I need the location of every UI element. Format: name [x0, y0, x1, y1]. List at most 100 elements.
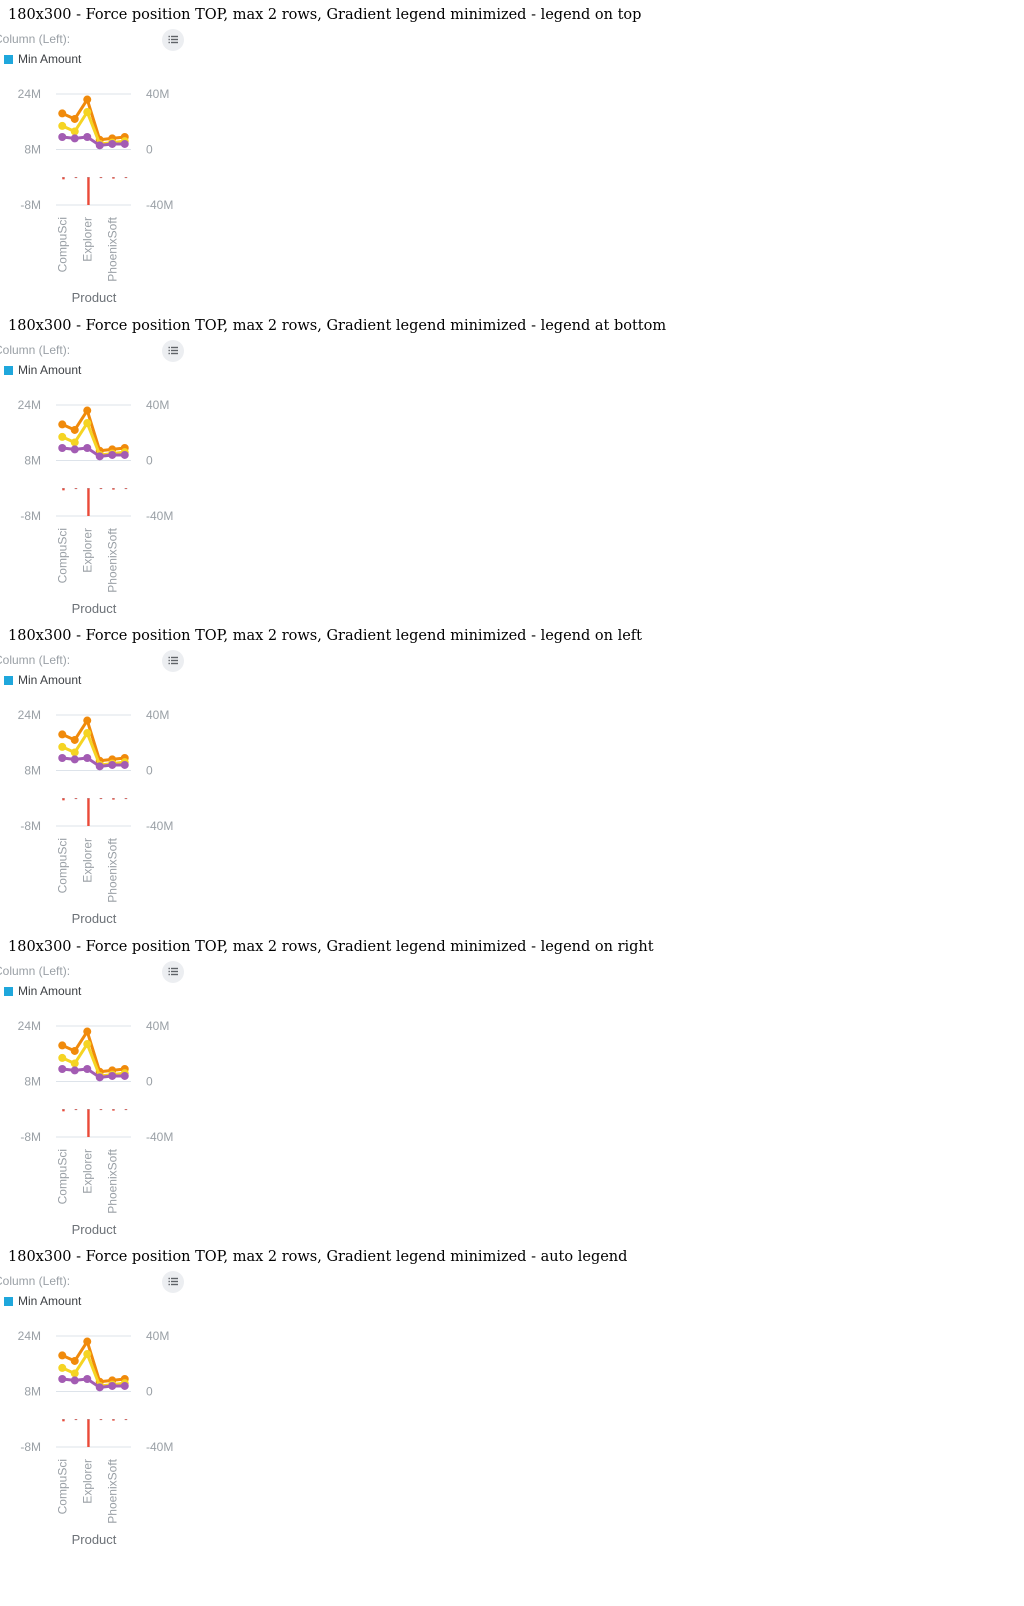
- x-axis-title: Product: [72, 1532, 117, 1547]
- legend-header: Column (Left):: [0, 1274, 71, 1288]
- category-label: PhoenixSoft: [105, 837, 119, 902]
- bar: [87, 798, 90, 826]
- legend-header: Column (Left):: [0, 342, 71, 357]
- left-tick-label: 24M: [18, 708, 41, 722]
- legend-toggle-button[interactable]: [162, 960, 184, 983]
- series-point: [83, 1337, 92, 1346]
- chart-panel: 180x300 - Force position TOP, max 2 rows…: [0, 311, 1024, 631]
- right-tick-label: -40M: [146, 819, 173, 833]
- series-point: [95, 1383, 104, 1392]
- panel-title: 180x300 - Force position TOP, max 2 rows…: [8, 938, 654, 955]
- right-tick-label: 40M: [146, 87, 169, 101]
- series-point: [58, 121, 67, 130]
- category-label: CompuSci: [55, 1149, 69, 1204]
- left-tick-label: 24M: [18, 1019, 41, 1033]
- series-point: [70, 1058, 79, 1067]
- series-point: [83, 418, 92, 427]
- right-tick-label: 40M: [146, 1329, 169, 1343]
- bar: [74, 177, 78, 179]
- left-tick-label: 8M: [24, 764, 41, 778]
- right-tick-label: -40M: [146, 1130, 173, 1144]
- combo-chart: 24M 8M -8M 40M 0 -40M CompuSci Explorer PhoenixS…: [18, 1329, 174, 1547]
- left-tick-label: -8M: [20, 509, 41, 523]
- series-point: [83, 1064, 92, 1073]
- series-point: [95, 762, 104, 771]
- series-point: [83, 406, 92, 415]
- chart-panel: 180x300 - Force position TOP, max 2 rows…: [0, 0, 1024, 320]
- bar: [112, 798, 115, 800]
- bar: [87, 1419, 90, 1447]
- right-tick-label: -40M: [146, 1440, 173, 1454]
- right-tick-label: 0: [146, 1385, 153, 1399]
- bar: [74, 487, 78, 489]
- legend-swatch: [4, 986, 13, 996]
- legend-toggle-button[interactable]: [162, 339, 184, 362]
- legend-label: Min Amount: [18, 1294, 82, 1308]
- bar: [99, 798, 103, 800]
- chart-panel: 180x300 - Force position TOP, max 2 rows…: [0, 1242, 1024, 1562]
- legend-item-min-amount[interactable]: Min Amount: [4, 984, 81, 998]
- legend-item-min-amount[interactable]: Min Amount: [4, 52, 81, 66]
- bar: [124, 487, 128, 489]
- bar: [87, 177, 90, 205]
- series-point: [70, 127, 79, 136]
- left-tick-label: -8M: [20, 819, 41, 833]
- series-point: [70, 1046, 79, 1055]
- series-point: [83, 108, 92, 117]
- panel-title: 180x300 - Force position TOP, max 2 rows…: [8, 7, 642, 23]
- series-point: [108, 1071, 117, 1080]
- series-point: [108, 450, 117, 459]
- series-point: [108, 1381, 117, 1390]
- series-point: [70, 755, 79, 764]
- series-point: [58, 1351, 67, 1360]
- series-point: [83, 1027, 92, 1036]
- category-label: PhoenixSoft: [105, 1458, 119, 1523]
- x-axis-title: Product: [72, 601, 117, 616]
- series-point: [70, 748, 79, 757]
- legend-label: Min Amount: [18, 673, 82, 687]
- panel-title: 180x300 - Force position TOP, max 2 rows…: [8, 628, 642, 644]
- series-point: [83, 754, 92, 763]
- bar: [99, 1419, 103, 1421]
- series-point: [70, 114, 79, 123]
- legend-item-min-amount[interactable]: Min Amount: [4, 1294, 81, 1308]
- legend-toggle-button[interactable]: [162, 29, 184, 51]
- legend-header: Column (Left):: [0, 32, 71, 46]
- series-point: [83, 1350, 92, 1359]
- bar: [62, 1419, 65, 1422]
- left-tick-label: -8M: [20, 1440, 41, 1454]
- bar: [124, 1419, 128, 1421]
- bar: [99, 177, 103, 179]
- bar: [74, 798, 78, 800]
- legend-list-icon: [168, 967, 178, 975]
- series-point: [95, 141, 104, 150]
- category-label: PhoenixSoft: [105, 1148, 119, 1213]
- category-label: Explorer: [80, 1149, 94, 1194]
- right-tick-label: 0: [146, 453, 153, 467]
- bar: [62, 1108, 65, 1111]
- legend-item-min-amount[interactable]: Min Amount: [4, 363, 81, 377]
- legend-item-min-amount[interactable]: Min Amount: [4, 673, 81, 687]
- left-tick-label: 24M: [18, 1329, 41, 1343]
- series-point: [108, 139, 117, 148]
- combo-chart: 24M 8M -8M 40M 0 -40M CompuSci Explorer PhoenixS…: [18, 708, 174, 926]
- series-point: [58, 1064, 67, 1073]
- bar: [87, 487, 90, 516]
- series-point: [120, 760, 129, 769]
- panel-title: 180x300 - Force position TOP, max 2 rows…: [8, 317, 667, 334]
- legend-label: Min Amount: [18, 983, 82, 998]
- series-point: [83, 133, 92, 142]
- right-tick-label: 0: [146, 143, 153, 157]
- bar: [99, 1108, 103, 1110]
- series-point: [58, 432, 67, 441]
- combo-chart: 24M 8M -8M 40M 0 -40M CompuSci Explorer PhoenixS…: [18, 87, 174, 305]
- bar: [112, 177, 115, 179]
- legend-swatch: [4, 55, 13, 64]
- legend-toggle-button[interactable]: [162, 650, 184, 672]
- legend-toggle-button[interactable]: [162, 1271, 184, 1293]
- right-tick-label: 40M: [146, 398, 169, 412]
- left-tick-label: -8M: [20, 1130, 41, 1144]
- left-tick-label: 24M: [18, 398, 41, 412]
- legend-swatch: [4, 676, 13, 685]
- series-point: [83, 716, 92, 725]
